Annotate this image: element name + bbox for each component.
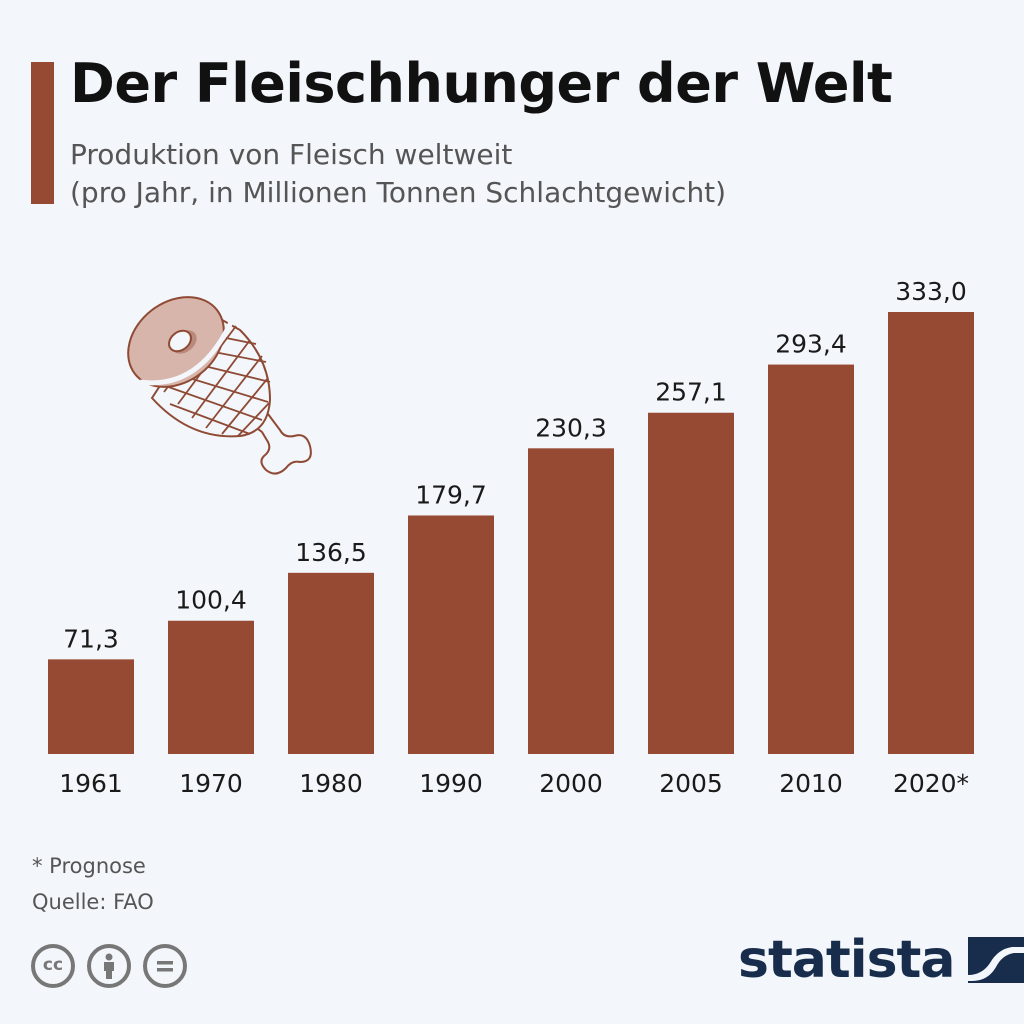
bars-group	[48, 312, 974, 754]
attribution-icon[interactable]	[87, 944, 131, 988]
x-tick-label: 1990	[419, 769, 483, 798]
x-tick-label: 2010	[779, 769, 843, 798]
source-note: Quelle: FAO	[32, 890, 154, 914]
footnotes: * Prognose Quelle: FAO	[32, 848, 154, 920]
ham-icon	[127, 296, 312, 475]
value-label: 179,7	[415, 480, 487, 509]
bar-2005	[648, 412, 734, 754]
statista-wordmark: statista	[738, 930, 955, 990]
cc-icon-label: cc	[42, 955, 64, 975]
x-tick-label: 1961	[59, 769, 123, 798]
statista-logo[interactable]: statista	[738, 930, 1024, 990]
title-accent-bar	[31, 62, 54, 204]
value-label: 230,3	[535, 413, 607, 442]
bar-1961	[48, 659, 134, 754]
bar-2000	[528, 448, 614, 754]
value-label: 100,4	[175, 586, 247, 615]
subtitle-line-1: Produktion von Fleisch weltweit	[70, 138, 513, 171]
value-labels-group: 71,3 100,4 136,5 179,7 230,3 257,1 293,4 333,0	[63, 277, 967, 653]
bar-2020	[888, 312, 974, 754]
x-tick-label: 1970	[179, 769, 243, 798]
value-label: 293,4	[775, 330, 847, 359]
bar-chart: 71,3100,4136,5179,7230,3257,1293,4333,0 …	[48, 277, 974, 798]
bar-1970	[168, 620, 254, 754]
statista-logo-icon	[968, 937, 1024, 983]
chart-title: Der Fleischhunger der Welt	[70, 52, 893, 115]
x-tick-label: 2005	[659, 769, 723, 798]
x-tick-label: 2020*	[893, 769, 969, 798]
value-label: 257,1	[655, 378, 727, 407]
chart-subtitle: Produktion von Fleisch weltweit (pro Jah…	[70, 136, 726, 212]
bar-1980	[288, 572, 374, 754]
bar-1990	[408, 515, 494, 754]
license-icons: cc	[31, 944, 187, 988]
no-derivatives-icon[interactable]	[143, 944, 187, 988]
value-label: 333,0	[895, 277, 967, 306]
value-label: 136,5	[295, 538, 367, 567]
cc-icon[interactable]: cc	[31, 944, 75, 988]
subtitle-line-2: (pro Jahr, in Millionen Tonnen Schlachtg…	[70, 176, 727, 209]
x-tick-label: 1980	[299, 769, 363, 798]
bar-2010	[768, 364, 854, 754]
x-tick-label: 2000	[539, 769, 603, 798]
value-label: 71,3	[63, 624, 119, 653]
forecast-note: * Prognose	[32, 854, 146, 878]
x-axis-labels-group: 1961 1970 1980 1990 2000 2005 2010 2020*	[59, 769, 969, 798]
